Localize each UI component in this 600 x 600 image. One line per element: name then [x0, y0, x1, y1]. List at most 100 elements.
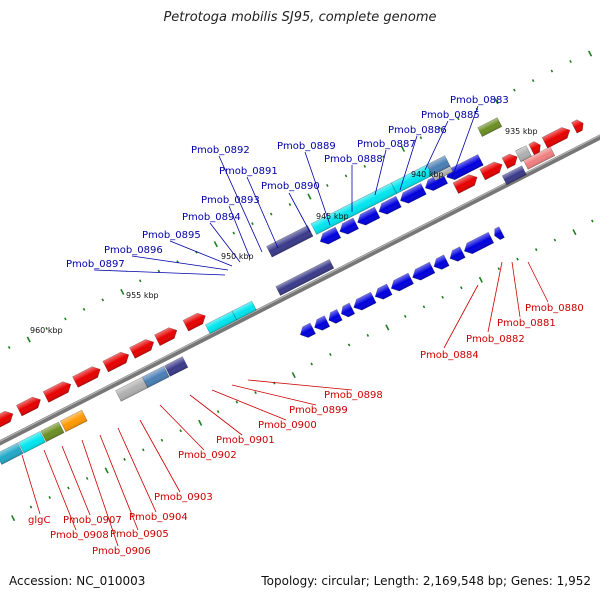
gene-label-pmob-0889[interactable]: Pmob_0889 [277, 141, 336, 152]
scale-dot [29, 505, 33, 509]
scale-dot [329, 353, 332, 356]
reverse-gene-3-shine [341, 303, 355, 318]
reverse-gene-6-shine [391, 273, 414, 292]
reverse-gene-5-shine [375, 283, 393, 300]
gene-label-pmob-0894[interactable]: Pmob_0894 [182, 212, 241, 223]
leader-line-26 [81, 439, 119, 547]
gene-label-glgc[interactable]: glgC [28, 515, 50, 526]
gene-label-pmob-0903[interactable]: Pmob_0903 [154, 492, 213, 503]
gene-label-pmob-0886[interactable]: Pmob_0886 [388, 125, 447, 136]
scale-dot [403, 314, 407, 318]
leader-line-0 [451, 105, 479, 179]
scale-dot [101, 298, 105, 302]
forward-gene-0-shine [0, 411, 13, 432]
gene-label-pmob-0892[interactable]: Pmob_0892 [191, 145, 250, 156]
scale-dot [157, 269, 161, 273]
grey-block-a-shine [432, 166, 453, 181]
gene-label-pmob-0907[interactable]: Pmob_0907 [63, 515, 122, 526]
scale-dot [516, 257, 519, 261]
olive-block-b [40, 421, 65, 443]
forward-gene-14-shine [571, 119, 584, 134]
reverse-gene-1-shine [314, 315, 330, 331]
scale-dot [438, 126, 441, 130]
leader-line-7 [246, 176, 279, 249]
gene-label-pmob-0882[interactable]: Pmob_0882 [466, 334, 525, 345]
forward-gene-9-shine [479, 161, 503, 180]
genome-summary-text: Topology: circular; Length: 2,169,548 bp… [261, 574, 591, 588]
gene-label-pmob-0888[interactable]: Pmob_0888 [324, 154, 383, 165]
reverse-gene-2 [328, 308, 343, 324]
gene-label-pmob-0908[interactable]: Pmob_0908 [50, 530, 109, 541]
scale-dot [569, 60, 572, 63]
leader-line-8 [218, 155, 263, 253]
leader-line-23 [139, 419, 181, 493]
gene-label-pmob-0891[interactable]: Pmob_0891 [219, 166, 278, 177]
gene-label-pmob-0905[interactable]: Pmob_0905 [110, 529, 169, 540]
gene-label-pmob-0902[interactable]: Pmob_0902 [178, 450, 237, 461]
reverse-upper-gene-2 [357, 206, 381, 226]
gene-label-pmob-0885[interactable]: Pmob_0885 [421, 110, 480, 121]
reverse-gene-4 [353, 291, 377, 311]
scale-dot [344, 174, 348, 178]
scale-dot [531, 79, 535, 83]
gene-label-pmob-0906[interactable]: Pmob_0906 [92, 546, 151, 557]
scale-dot [82, 307, 86, 311]
scale-dot [363, 164, 367, 168]
scale-dot [7, 346, 11, 350]
scale-label-950: 950 kbp [221, 252, 254, 261]
leader-line-1 [424, 120, 449, 171]
forward-gene-13 [541, 127, 571, 149]
teal-block-a [0, 442, 24, 465]
forward-gene-10 [501, 153, 518, 169]
forward-gene-4-shine [102, 352, 129, 372]
gene-label-pmob-0898[interactable]: Pmob_0898 [324, 390, 383, 401]
reverse-gene-8-shine [433, 254, 450, 270]
gene-label-pmob-0896[interactable]: Pmob_0896 [104, 245, 163, 256]
gene-label-pmob-0900[interactable]: Pmob_0900 [258, 420, 317, 431]
steel-block-b-shine [142, 366, 170, 388]
scale-dot [26, 336, 31, 343]
reverse-upper-gene-2-shine [357, 207, 380, 226]
scale-dot [251, 222, 254, 226]
gene-label-pmob-0887[interactable]: Pmob_0887 [357, 139, 416, 150]
scale-dot [254, 391, 257, 395]
gene-label-pmob-0893[interactable]: Pmob_0893 [201, 195, 260, 206]
gene-label-pmob-0904[interactable]: Pmob_0904 [129, 512, 188, 523]
leader-line-6 [288, 192, 311, 233]
scale-dot [120, 288, 125, 295]
scale-label-945: 945 kbp [316, 212, 349, 221]
scale-dot [385, 324, 390, 331]
reverse-gene-8 [433, 254, 450, 270]
reverse-upper-gene-1 [339, 217, 359, 235]
genome-track [0, 50, 600, 522]
gene-label-pmob-0881[interactable]: Pmob_0881 [497, 318, 556, 329]
orange-block-shine [60, 410, 88, 432]
leader-line-25 [99, 434, 139, 531]
gene-label-pmob-0897[interactable]: Pmob_0897 [66, 259, 125, 270]
leader-line-28 [43, 449, 77, 531]
map-title: Petrotoga mobilis SJ95, complete genome [163, 10, 437, 25]
forward-gene-9 [479, 161, 503, 181]
scale-dot [441, 295, 444, 299]
gene-label-pmob-0899[interactable]: Pmob_0899 [289, 405, 348, 416]
scale-dot [288, 203, 292, 206]
gene-label-pmob-0883[interactable]: Pmob_0883 [450, 95, 509, 106]
gene-label-pmob-0880[interactable]: Pmob_0880 [525, 303, 584, 314]
gene-label-pmob-0895[interactable]: Pmob_0895 [142, 230, 201, 241]
scale-dot [310, 362, 313, 366]
scale-dot [85, 476, 89, 480]
forward-gene-5-shine [129, 339, 154, 359]
leader-line-22 [159, 404, 205, 451]
forward-gene-4 [102, 351, 130, 373]
reverse-upper-gene-6-shine [446, 154, 484, 180]
gene-label-pmob-0890[interactable]: Pmob_0890 [261, 181, 320, 192]
gene-label-pmob-0884[interactable]: Pmob_0884 [420, 350, 479, 361]
gene-label-pmob-0901[interactable]: Pmob_0901 [216, 435, 275, 446]
scale-dot [160, 438, 164, 442]
scale-dot [291, 372, 296, 379]
leader-line-19 [231, 384, 317, 406]
reverse-gene-4-shine [353, 292, 377, 311]
leader-line-20 [211, 389, 287, 421]
grey-block-b-shine [515, 145, 532, 162]
